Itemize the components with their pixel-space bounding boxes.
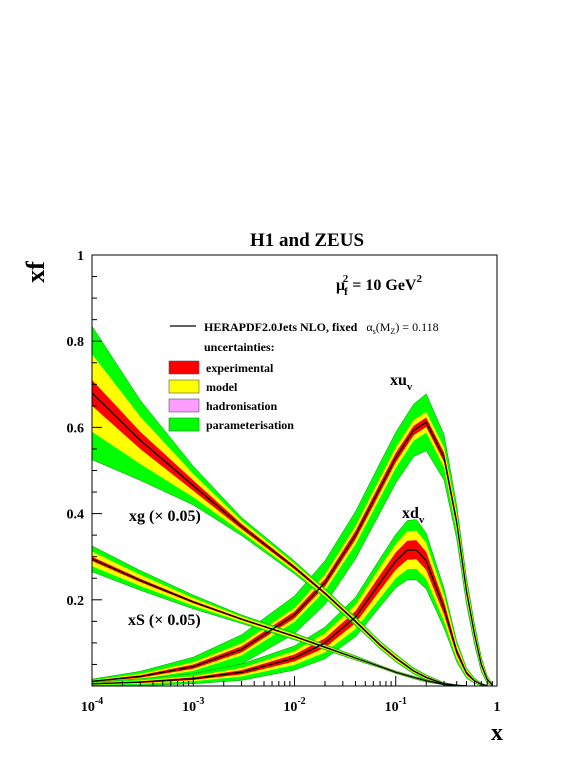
axis-ticks (91, 254, 498, 687)
central-curve-3 (91, 558, 467, 687)
legend-entry-model: model (206, 380, 238, 394)
x-tick-label: 10-1 (385, 696, 407, 715)
legend-line-label: HERAPDF2.0Jets NLO, fixed αs(MZ) = 0.118 (204, 320, 439, 336)
legend-entry-hadronisation: hadronisation (206, 399, 277, 413)
legend-swatch-experimental (168, 360, 200, 375)
band-1-experimental (92, 540, 488, 686)
chart-title: H1 and ZEUS (250, 230, 364, 251)
curve-label-2: xg (× 0.05) (129, 508, 201, 525)
y-axis-label: xf (21, 261, 50, 283)
x-tick-label: 10-4 (81, 696, 103, 715)
legend-heading: uncertainties: (204, 340, 275, 354)
central-curve-0 (91, 421, 493, 686)
curve-label-3: xS (× 0.05) (128, 612, 201, 629)
curve-label-1: xdv (402, 505, 425, 526)
y-tick-label: 0.4 (67, 508, 85, 523)
legend-swatch-model (168, 379, 200, 394)
central-curve-2 (91, 392, 467, 687)
legend-entry-parameterisation: parameterisation (206, 418, 294, 432)
uncertainty-bands (91, 325, 493, 687)
x-tick-label: 10-2 (283, 696, 305, 715)
legend: HERAPDF2.0Jets NLO, fixed αs(MZ) = 0.118… (168, 320, 439, 432)
legend-swatch-hadronisation (168, 398, 200, 413)
central-curve-1 (91, 549, 488, 687)
y-tick-label: 0.2 (67, 594, 85, 609)
legend-entry-experimental: experimental (206, 361, 274, 375)
text-labels: 10-4 10-3 10-2 10-1 1 0.2 0.4 0.6 0.8 1 H1 and ZEU… (21, 230, 503, 746)
y-tick-label: 0.8 (67, 335, 85, 350)
legend-swatch-parameterisation (168, 417, 200, 432)
y-tick-label: 1 (77, 249, 84, 264)
central-curves (91, 392, 493, 687)
y-tick-label: 0.6 (67, 421, 85, 436)
scale-label: μf2 = 10 GeV2 (336, 273, 422, 298)
curve-label-0: xuv (390, 372, 413, 393)
x-axis-label: x (491, 720, 503, 746)
x-tick-label: 1 (494, 700, 501, 715)
x-tick-label: 10-3 (182, 696, 204, 715)
